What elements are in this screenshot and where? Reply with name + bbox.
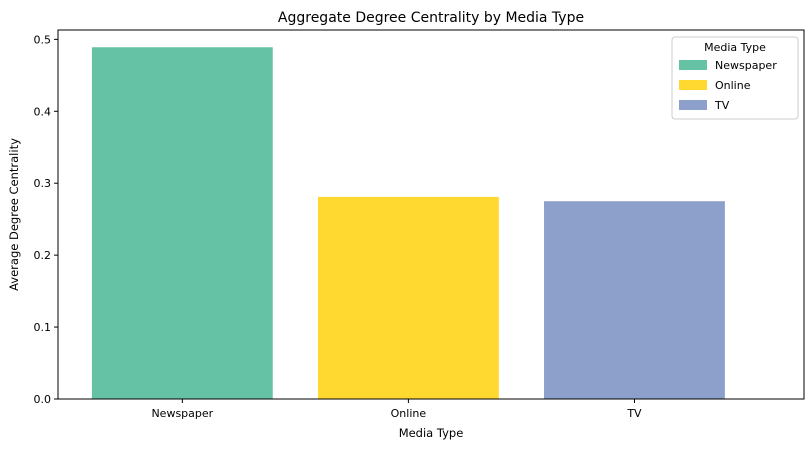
legend-swatch-online — [679, 80, 707, 90]
y-tick-label: 0.3 — [34, 177, 52, 190]
x-tick-label: Online — [391, 407, 427, 420]
y-tick-label: 0.4 — [34, 105, 52, 118]
y-axis-label: Average Degree Centrality — [7, 138, 21, 291]
chart-title: Aggregate Degree Centrality by Media Typ… — [278, 10, 584, 26]
legend-title: Media Type — [704, 41, 766, 54]
x-axis-label: Media Type — [399, 426, 464, 440]
legend-swatch-newspaper — [679, 60, 707, 70]
y-tick-label: 0.1 — [34, 321, 52, 334]
x-tick-label: TV — [626, 407, 642, 420]
bar-tv — [544, 201, 725, 399]
legend: Media Type Newspaper Online TV — [671, 36, 799, 120]
y-tick-label: 0.5 — [34, 33, 52, 46]
bar-newspaper — [91, 47, 273, 400]
x-tick-label: Newspaper — [151, 407, 213, 420]
legend-label: TV — [714, 99, 730, 112]
legend-label: Online — [715, 79, 751, 92]
legend-box — [671, 36, 799, 120]
legend-swatch-tv — [679, 100, 707, 110]
y-tick-label: 0.2 — [34, 249, 52, 262]
plot-frame — [57, 29, 805, 400]
y-tick-label: 0.0 — [34, 393, 52, 406]
bar-online — [317, 196, 499, 399]
legend-label: Newspaper — [715, 59, 777, 72]
